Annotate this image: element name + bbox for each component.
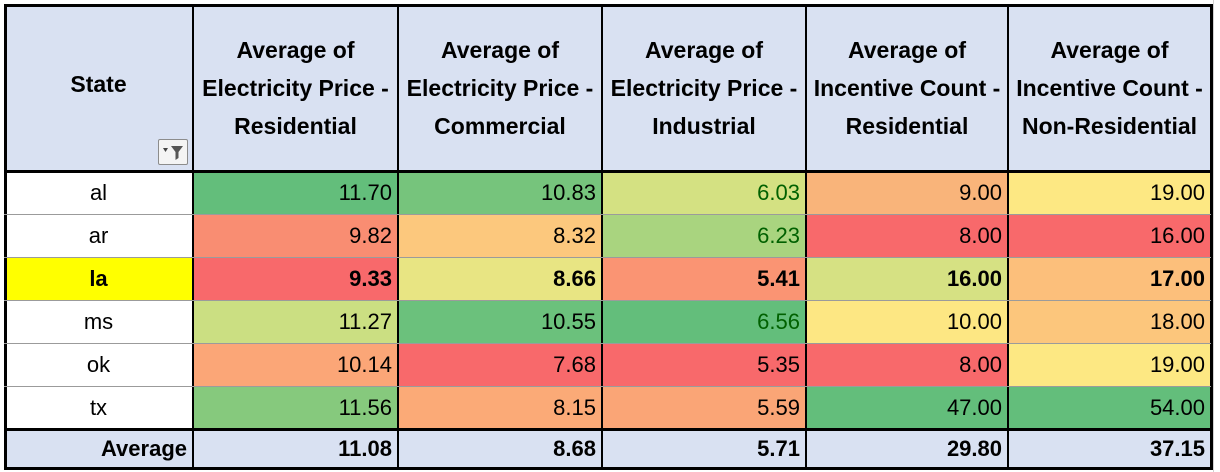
row-divider <box>4 214 1211 215</box>
column-divider <box>1007 4 1009 468</box>
column-divider <box>397 4 399 468</box>
footer-label[interactable]: Average <box>4 429 193 468</box>
row-divider <box>4 343 1211 344</box>
column-header-label: State <box>70 70 127 97</box>
value-cell[interactable]: 19.00 <box>1008 171 1211 214</box>
value-cell[interactable]: 8.15 <box>398 386 602 429</box>
table-top-border <box>4 4 1213 7</box>
value-cell[interactable]: 10.83 <box>398 171 602 214</box>
value-cell[interactable]: 9.00 <box>806 171 1008 214</box>
column-header-2[interactable]: Average of Electricity Price - Commercia… <box>398 4 602 171</box>
state-header[interactable]: State <box>4 4 193 171</box>
state-cell[interactable]: la <box>4 257 193 300</box>
footer-average-cell[interactable]: 37.15 <box>1008 429 1211 468</box>
value-cell[interactable]: 6.56 <box>602 300 806 343</box>
value-cell[interactable]: 6.03 <box>602 171 806 214</box>
value-cell[interactable]: 47.00 <box>806 386 1008 429</box>
row-divider <box>4 257 1211 258</box>
table-bottom-border <box>4 467 1213 470</box>
state-cell[interactable]: al <box>4 171 193 214</box>
value-cell[interactable]: 17.00 <box>1008 257 1211 300</box>
column-header-label: Average of Electricity Price - Residenti… <box>202 36 389 139</box>
value-cell[interactable]: 16.00 <box>1008 214 1211 257</box>
column-divider <box>192 4 194 468</box>
value-cell[interactable]: 10.55 <box>398 300 602 343</box>
column-header-4[interactable]: Average of Incentive Count - Residential <box>806 4 1008 171</box>
footer-top-border <box>4 428 1213 431</box>
value-cell[interactable]: 8.66 <box>398 257 602 300</box>
value-cell[interactable]: 11.56 <box>193 386 398 429</box>
column-divider <box>4 4 7 468</box>
value-cell[interactable]: 10.14 <box>193 343 398 386</box>
column-divider <box>1210 4 1213 468</box>
column-header-label: Average of Incentive Count - Non-Residen… <box>1016 36 1203 139</box>
value-cell[interactable]: 18.00 <box>1008 300 1211 343</box>
value-cell[interactable]: 8.00 <box>806 343 1008 386</box>
footer-average-cell[interactable]: 5.71 <box>602 429 806 468</box>
footer-average-cell[interactable]: 8.68 <box>398 429 602 468</box>
column-divider <box>601 4 603 468</box>
value-cell[interactable]: 19.00 <box>1008 343 1211 386</box>
state-cell[interactable]: ok <box>4 343 193 386</box>
sheet-gridline <box>1213 0 1214 472</box>
row-divider <box>4 386 1211 387</box>
column-header-3[interactable]: Average of Electricity Price - Industria… <box>602 4 806 171</box>
value-cell[interactable]: 54.00 <box>1008 386 1211 429</box>
value-cell[interactable]: 9.33 <box>193 257 398 300</box>
value-cell[interactable]: 9.82 <box>193 214 398 257</box>
column-header-label: Average of Electricity Price - Commercia… <box>406 36 594 139</box>
header-bottom-border <box>4 170 1213 173</box>
value-cell[interactable]: 6.23 <box>602 214 806 257</box>
value-cell[interactable]: 5.59 <box>602 386 806 429</box>
value-cell[interactable]: 5.41 <box>602 257 806 300</box>
value-cell[interactable]: 10.00 <box>806 300 1008 343</box>
value-cell[interactable]: 11.27 <box>193 300 398 343</box>
state-cell[interactable]: tx <box>4 386 193 429</box>
column-divider <box>805 4 807 468</box>
value-cell[interactable]: 16.00 <box>806 257 1008 300</box>
state-cell[interactable]: ms <box>4 300 193 343</box>
filter-dropdown-icon[interactable] <box>158 139 188 165</box>
column-header-label: Average of Incentive Count - Residential <box>813 36 1001 139</box>
footer-average-cell[interactable]: 11.08 <box>193 429 398 468</box>
footer-average-cell[interactable]: 29.80 <box>806 429 1008 468</box>
row-divider <box>4 300 1211 301</box>
state-cell[interactable]: ar <box>4 214 193 257</box>
value-cell[interactable]: 5.35 <box>602 343 806 386</box>
column-header-5[interactable]: Average of Incentive Count - Non-Residen… <box>1008 4 1211 171</box>
value-cell[interactable]: 7.68 <box>398 343 602 386</box>
column-header-label: Average of Electricity Price - Industria… <box>610 36 798 139</box>
value-cell[interactable]: 8.32 <box>398 214 602 257</box>
column-header-1[interactable]: Average of Electricity Price - Residenti… <box>193 4 398 171</box>
value-cell[interactable]: 8.00 <box>806 214 1008 257</box>
value-cell[interactable]: 11.70 <box>193 171 398 214</box>
